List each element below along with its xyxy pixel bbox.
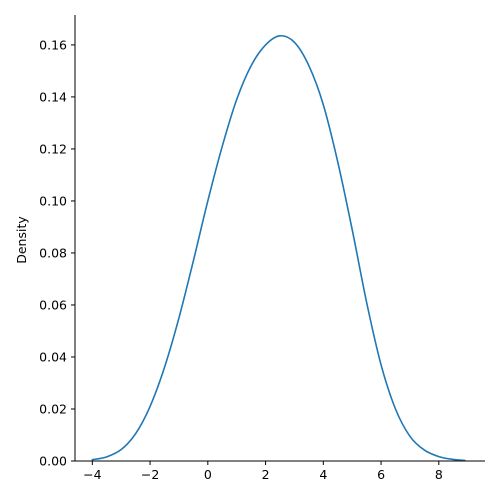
density-curve (91, 34, 466, 462)
y-tick-label: 0.08 (39, 245, 67, 260)
y-tick-label: 0.02 (39, 401, 67, 416)
y-tick-label: 0.06 (39, 297, 67, 312)
y-tick-label: 0.00 (39, 454, 67, 469)
plot-area (91, 34, 466, 462)
x-axis-ticks: −4 −2 0 2 4 6 8 (83, 461, 443, 482)
x-tick-label: 0 (204, 467, 212, 482)
y-tick-label: 0.14 (39, 89, 67, 104)
x-tick-label: 2 (262, 467, 270, 482)
x-tick-label: 4 (319, 467, 327, 482)
y-tick-label: 0.10 (39, 193, 67, 208)
x-tick-label: 6 (377, 467, 385, 482)
x-tick-label: 8 (435, 467, 443, 482)
y-axis-ticks: 0.00 0.02 0.04 0.06 0.08 0.10 0.12 0.14 0.16 (39, 37, 75, 469)
y-axis-label: Density (14, 216, 29, 264)
x-tick-label: −4 (83, 467, 101, 482)
y-tick-label: 0.16 (39, 37, 67, 52)
y-tick-label: 0.12 (39, 141, 67, 156)
x-tick-label: −2 (141, 467, 159, 482)
y-tick-label: 0.04 (39, 349, 67, 364)
